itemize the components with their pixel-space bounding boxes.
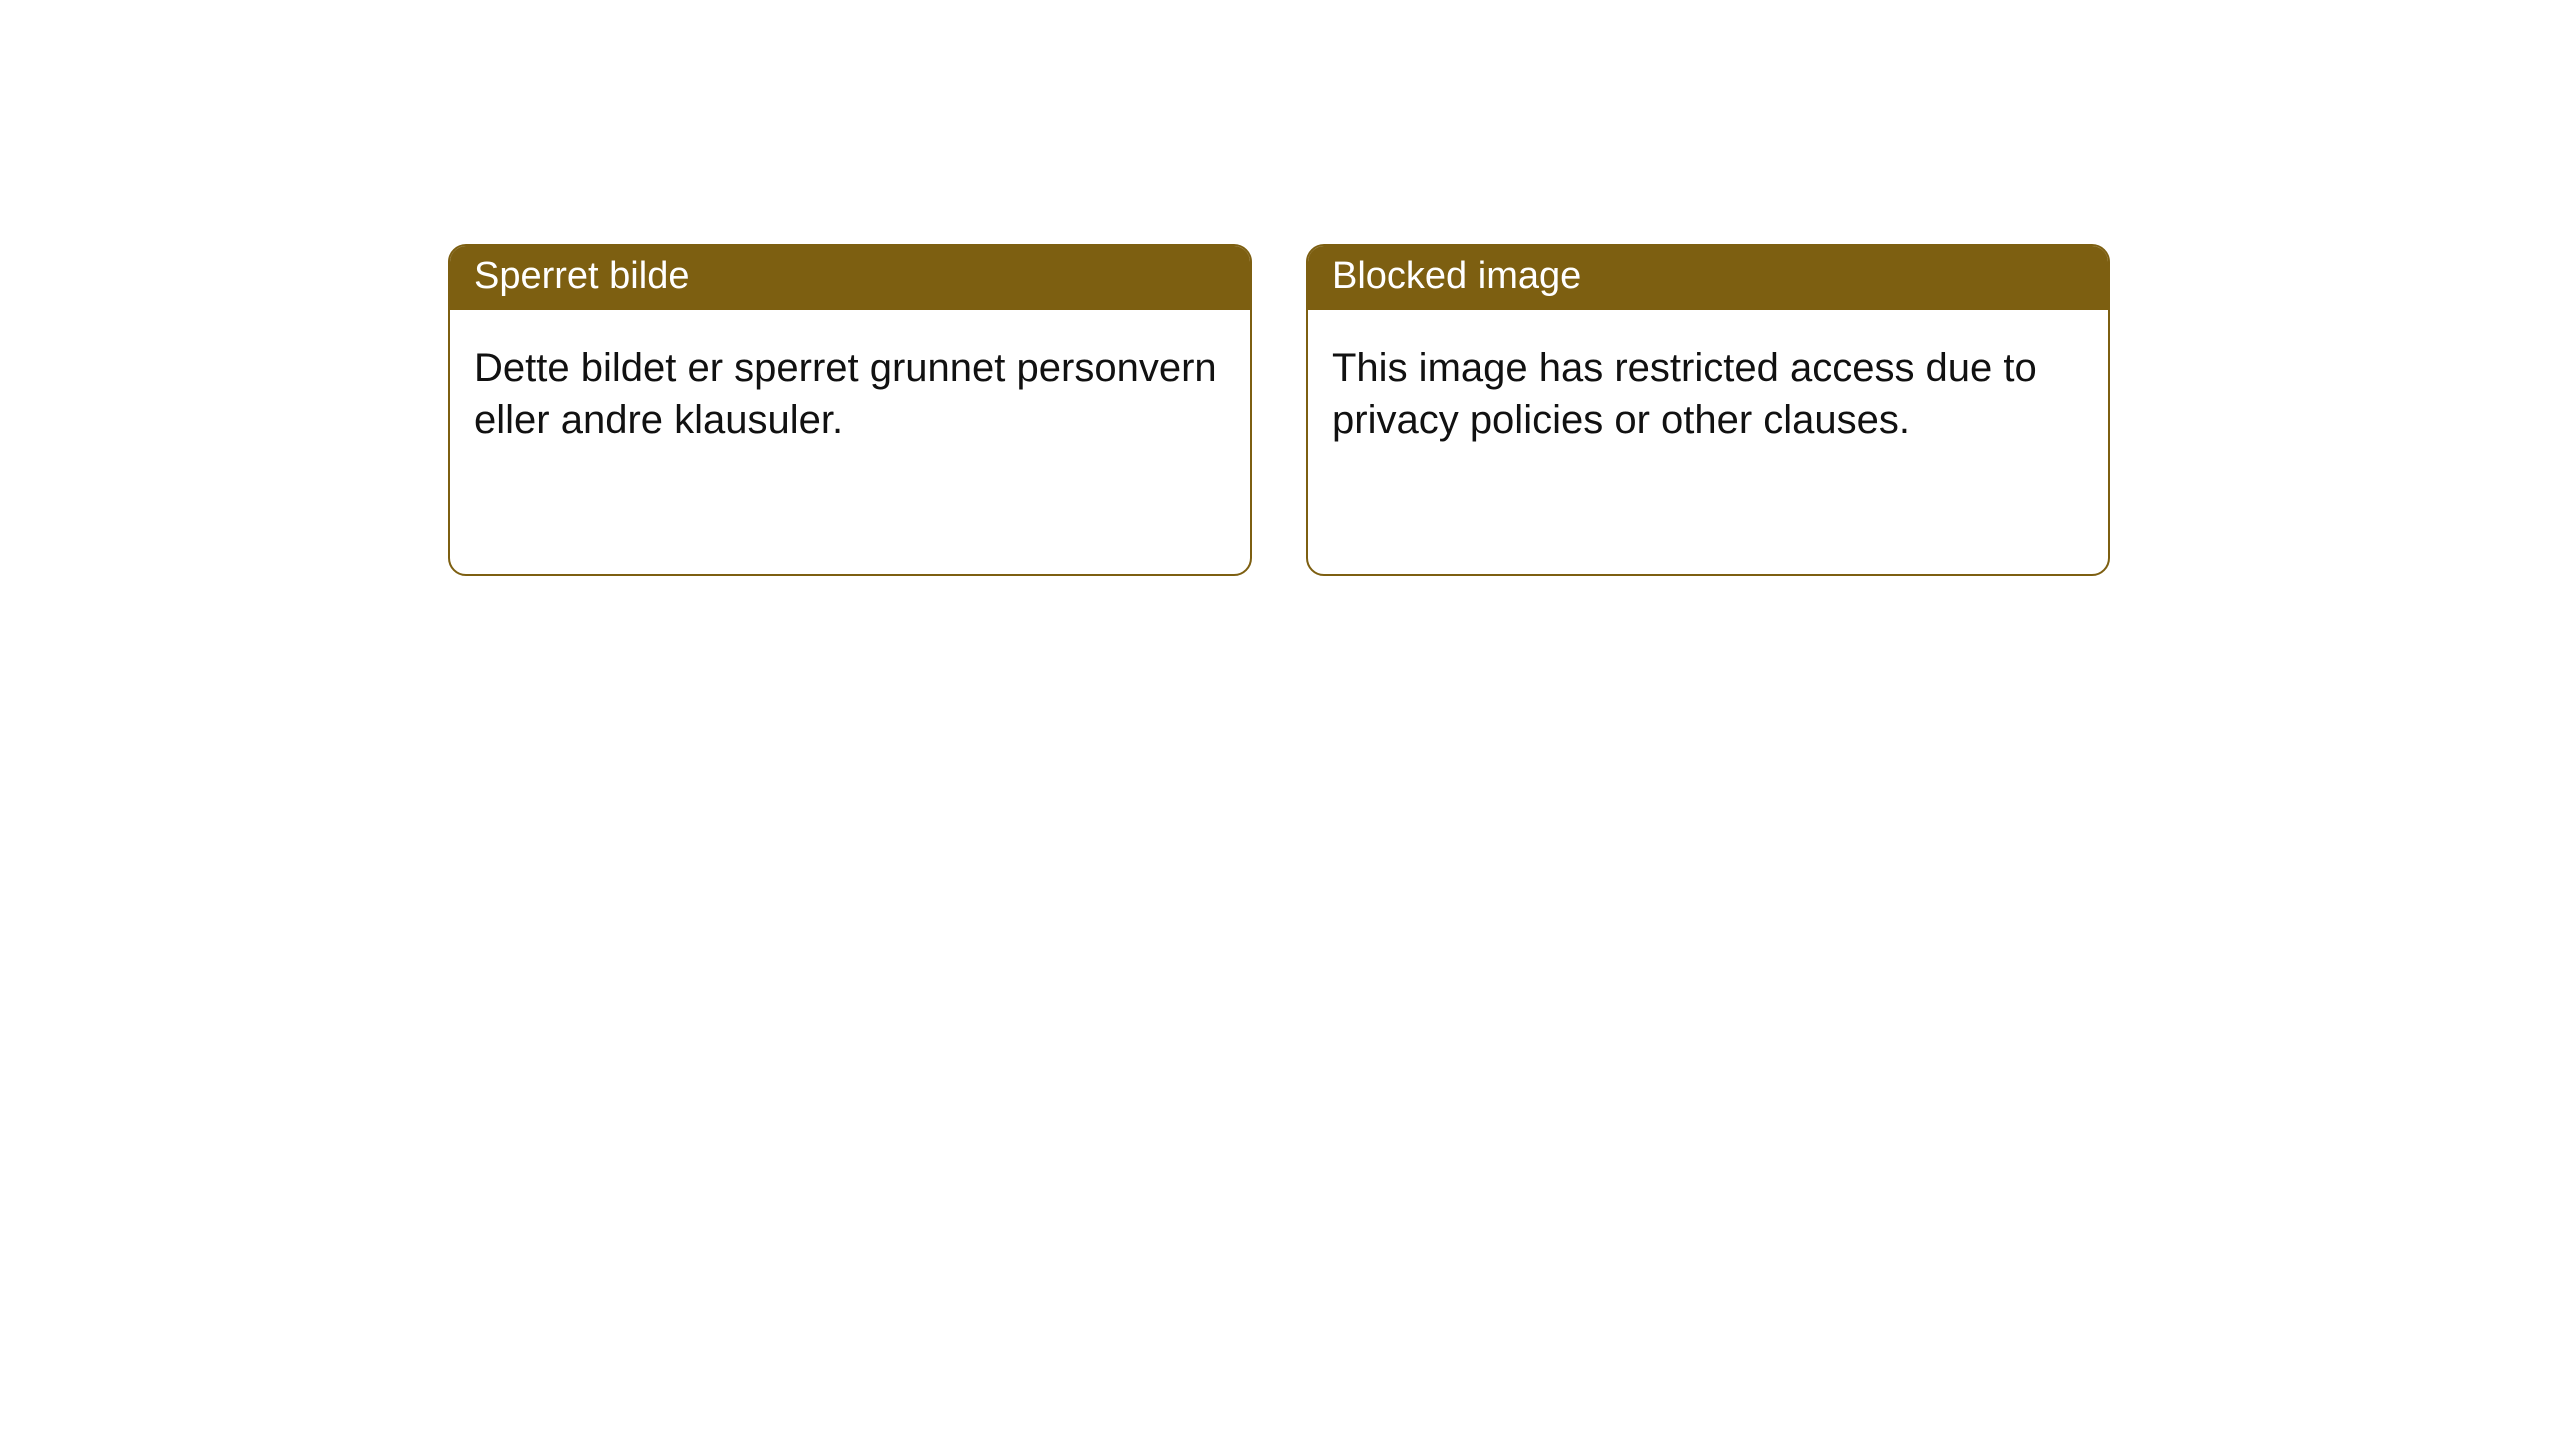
card-title: Blocked image xyxy=(1332,255,1581,297)
cards-container: Sperret bilde Dette bildet er sperret gr… xyxy=(0,0,2560,576)
card-header: Sperret bilde xyxy=(450,246,1250,310)
card-body-text: Dette bildet er sperret grunnet personve… xyxy=(474,346,1217,442)
blocked-image-card-en: Blocked image This image has restricted … xyxy=(1306,244,2110,576)
card-title: Sperret bilde xyxy=(474,255,689,297)
card-header: Blocked image xyxy=(1308,246,2108,310)
card-body: Dette bildet er sperret grunnet personve… xyxy=(450,310,1250,478)
blocked-image-card-no: Sperret bilde Dette bildet er sperret gr… xyxy=(448,244,1252,576)
card-body: This image has restricted access due to … xyxy=(1308,310,2108,478)
card-body-text: This image has restricted access due to … xyxy=(1332,346,2037,442)
